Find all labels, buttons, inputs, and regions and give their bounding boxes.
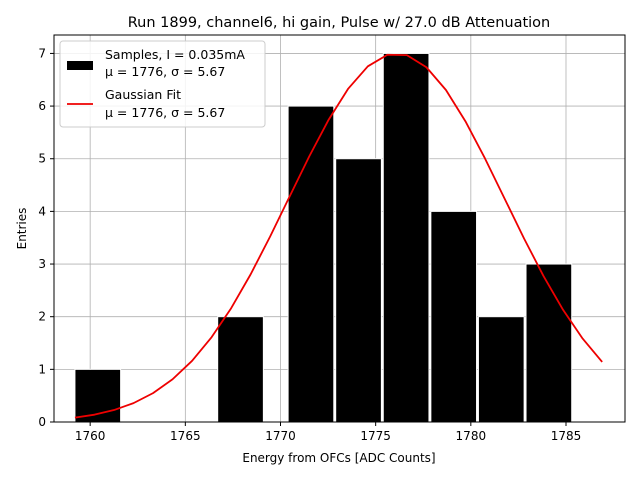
x-tick-label: 1775 xyxy=(360,429,391,443)
legend-samples-swatch xyxy=(67,61,93,70)
histogram-bar xyxy=(217,316,264,423)
legend-box xyxy=(59,40,266,128)
x-tick-label: 1765 xyxy=(170,429,201,443)
y-tick-label: 7 xyxy=(38,46,46,60)
x-tick-label: 1785 xyxy=(551,429,582,443)
chart-title: Run 1899, channel6, hi gain, Pulse w/ 27… xyxy=(128,15,551,31)
legend-samples-label: Samples, I = 0.035mA xyxy=(105,47,245,62)
histogram-bar xyxy=(477,316,525,423)
y-tick-label: 6 xyxy=(38,99,46,113)
legend-fit-stats: μ = 1776, σ = 5.67 xyxy=(105,105,225,120)
x-tick-label: 1760 xyxy=(75,429,106,443)
histogram-bar xyxy=(430,210,478,423)
y-tick-label: 2 xyxy=(38,310,46,324)
y-tick-label: 3 xyxy=(38,257,46,271)
y-axis-label: Entries xyxy=(15,208,29,250)
x-axis-ticks: 1760 1765 1770 1775 1780 1785 xyxy=(75,422,581,443)
x-axis-label: Energy from OFCs [ADC Counts] xyxy=(242,451,435,465)
y-tick-label: 5 xyxy=(38,152,46,166)
legend: Samples, I = 0.035mA μ = 1776, σ = 5.67 … xyxy=(59,40,266,128)
gaussian-fit-curve xyxy=(74,53,603,419)
histogram-bar xyxy=(382,52,430,423)
y-axis-ticks: 0 1 2 3 4 5 6 7 xyxy=(38,46,54,429)
x-tick-label: 1770 xyxy=(265,429,296,443)
x-tick-label: 1780 xyxy=(456,429,487,443)
histogram-bar xyxy=(525,263,573,423)
histogram-bars xyxy=(74,52,573,423)
gaussian-fit-line xyxy=(74,53,603,419)
y-tick-label: 4 xyxy=(38,204,46,218)
histogram-bar xyxy=(287,105,335,423)
plot-frame xyxy=(53,34,626,423)
y-tick-label: 1 xyxy=(38,362,46,376)
legend-samples-stats: μ = 1776, σ = 5.67 xyxy=(105,64,225,79)
legend-fit-label: Gaussian Fit xyxy=(105,87,181,102)
histogram-bar xyxy=(335,158,382,423)
y-tick-label: 0 xyxy=(38,415,46,429)
